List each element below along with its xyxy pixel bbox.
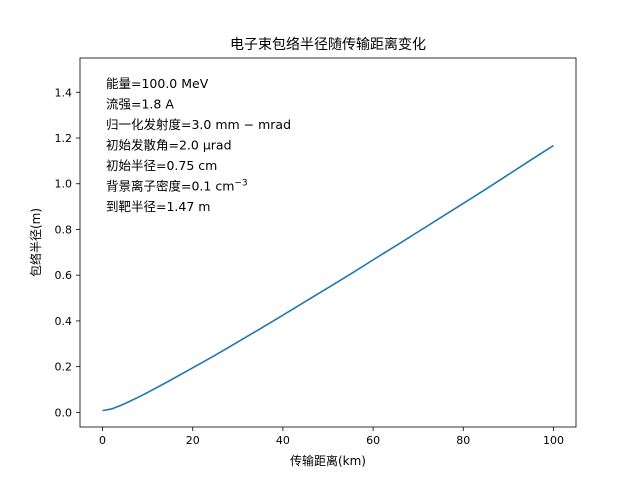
y-tick-label: 1.2	[55, 132, 73, 145]
y-tick-label: 0.6	[55, 269, 73, 282]
plot-frame	[79, 57, 577, 428]
y-tick-label: 0.2	[55, 361, 73, 374]
annotation-line: 流强=1.8 A	[106, 97, 174, 112]
y-axis-label: 包络半径(m)	[28, 208, 43, 277]
parameter-annotations: 能量=100.0 MeV 流强=1.8 A 归一化发射度=3.0 mm − mrad…	[106, 76, 291, 214]
annotation-line: 初始发散角=2.0 μrad	[106, 138, 232, 153]
annotation-line: 初始半径=0.75 cm	[106, 158, 217, 173]
x-axis-label: 传输距离(km)	[290, 453, 366, 468]
x-tick-label: 80	[456, 434, 470, 447]
annotation-line: 背景离子密度=0.1 cm−3	[106, 179, 248, 194]
series-layer	[102, 144, 554, 412]
x-tick-label: 100	[543, 434, 564, 447]
annotation-line: 归一化发射度=3.0 mm − mrad	[106, 117, 291, 132]
y-tick-label: 0.0	[55, 406, 73, 419]
x-tick-label: 20	[186, 434, 200, 447]
chart-title: 电子束包络半径随传输距离变化	[230, 36, 426, 53]
x-tick-label: 0	[99, 434, 106, 447]
x-tick-label: 40	[276, 434, 290, 447]
annotation-line: 到靶半径=1.47 m	[106, 199, 210, 214]
annotation-line: 能量=100.0 MeV	[106, 76, 209, 91]
y-axis: 0.0 0.2 0.4 0.6 0.8 1.0 1.2 1.4	[55, 86, 80, 419]
y-tick-label: 0.8	[55, 223, 73, 236]
y-tick-label: 1.4	[55, 86, 73, 99]
series-line	[102, 144, 554, 412]
x-tick-label: 60	[366, 434, 380, 447]
x-axis: 0 20 40 60 80 100	[99, 427, 564, 447]
y-tick-label: 0.4	[55, 315, 73, 328]
y-tick-label: 1.0	[55, 178, 73, 191]
